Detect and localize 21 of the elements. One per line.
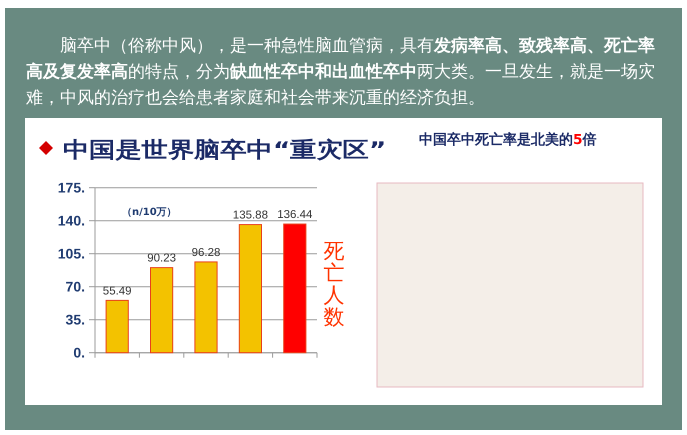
bar [150, 267, 174, 354]
bar [283, 224, 306, 354]
y-tick-label: 105. [58, 246, 85, 262]
y-tick-label: 175. [58, 180, 85, 196]
bar [106, 300, 129, 354]
y-tick-label: 35. [66, 312, 85, 328]
data-label: 96.28 [192, 246, 220, 259]
data-label: 55.49 [102, 285, 132, 298]
y-tick-label: 140. [58, 212, 85, 229]
chart-title: 中国是世界脑卒中“重灾区” [63, 137, 386, 162]
text: 死亡人数 [324, 239, 344, 329]
bar [194, 261, 218, 354]
data-label: 90.23 [147, 252, 176, 265]
data-label: 135.88 [232, 210, 268, 222]
annotation: （n/10万） [122, 207, 177, 218]
text: 脑卒中（俗称中风），是一种急性脑血管病，具有发病率高、致残率高、死亡率高及复发率高的特点，分为缺血性卒中和出血性卒中两大类。一旦发生，就是一场灾难，中风的治疗也会给患者家庭和社会带来沉重的经济负担。 [26, 36, 655, 108]
bar [238, 224, 262, 354]
data-label: 136.44 [277, 209, 313, 222]
y-tick-label: 70. [66, 278, 85, 295]
y-tick-label: 0. [73, 344, 85, 361]
text: 中国卒中死亡率是北美的5倍 [419, 131, 597, 148]
